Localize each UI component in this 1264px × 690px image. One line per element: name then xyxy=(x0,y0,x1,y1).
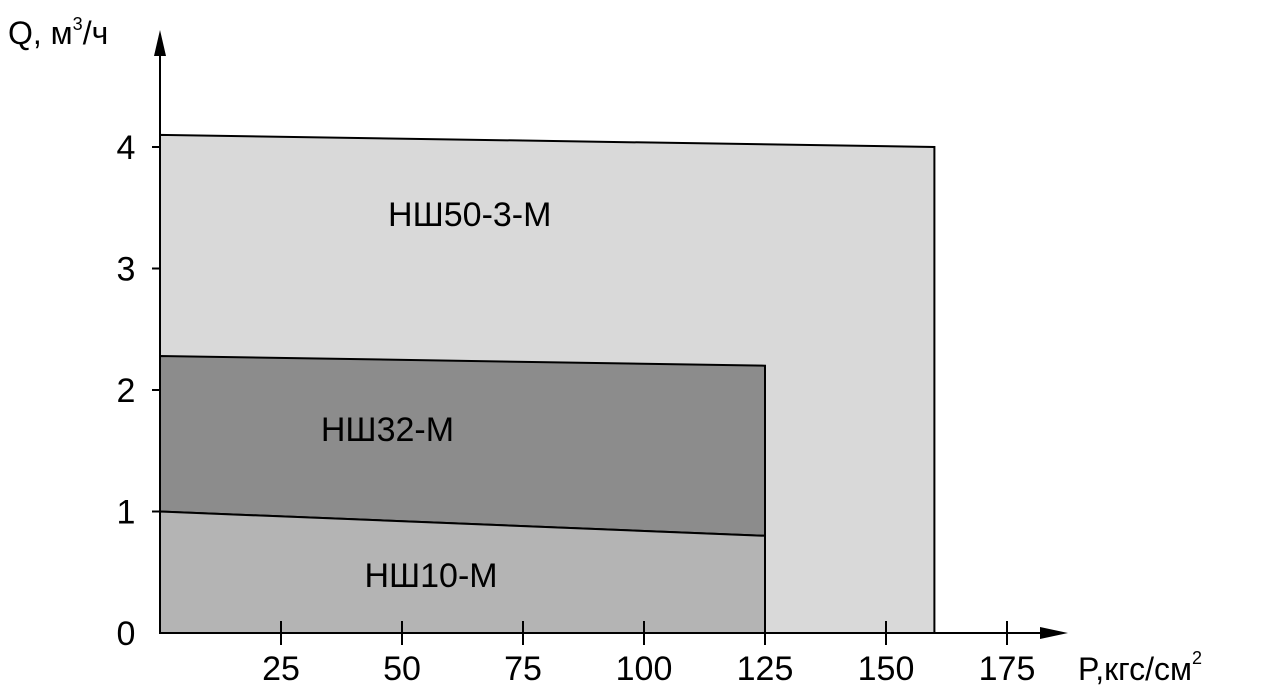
region-label-1: НШ50-3-М xyxy=(388,196,551,234)
x-axis-title-main: P,кгс/см xyxy=(1078,651,1192,687)
x-tick-label: 175 xyxy=(979,650,1036,688)
x-tick-label: 125 xyxy=(737,650,794,688)
x-tick-label: 150 xyxy=(858,650,915,688)
y-axis-arrow xyxy=(154,30,166,56)
y-tick-label: 3 xyxy=(117,251,136,289)
x-tick-label: 100 xyxy=(616,650,673,688)
region-labels-layer: НШ50-3-М НШ32-М НШ10-М xyxy=(321,196,552,595)
x-axis-title: P,кгс/см2 xyxy=(1078,648,1202,687)
y-tick-label: 4 xyxy=(117,129,136,167)
x-axis-arrow xyxy=(1040,627,1068,639)
region-label-3: НШ10-М xyxy=(364,557,497,595)
y-axis-title-tail: /ч xyxy=(83,15,109,51)
y-axis-title: Q, м3/ч xyxy=(8,14,108,51)
region-2 xyxy=(159,354,766,537)
y-tick-label: 2 xyxy=(117,372,136,410)
y-axis-title-main: Q, м xyxy=(8,15,73,51)
y-tick-label: 1 xyxy=(117,494,136,532)
regions-layer xyxy=(159,133,936,634)
axes-layer xyxy=(154,30,1068,639)
y-tick-label: 0 xyxy=(117,615,136,653)
x-axis-title-sup: 2 xyxy=(1192,648,1202,668)
y-axis-title-sup: 3 xyxy=(73,14,83,34)
region-label-2: НШ32-М xyxy=(321,411,454,449)
x-tick-label: 50 xyxy=(383,650,421,688)
x-tick-label: 25 xyxy=(262,650,300,688)
x-tick-label: 75 xyxy=(504,650,542,688)
ticks-layer: 25 50 75 100 125 150 175 0 1 2 3 4 xyxy=(117,129,1036,688)
